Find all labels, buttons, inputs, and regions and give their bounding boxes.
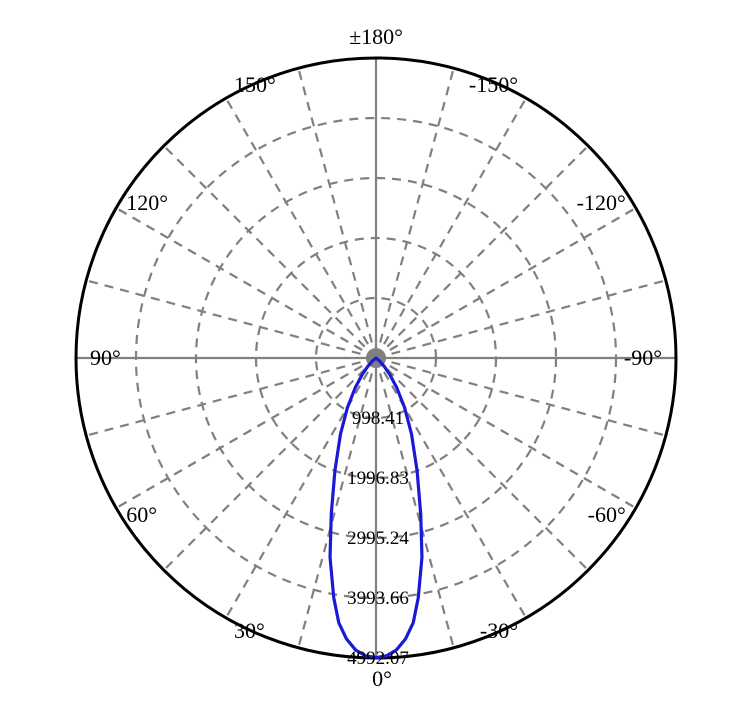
grid-spoke	[116, 358, 376, 508]
grid-spoke	[376, 146, 588, 358]
radial-label: 998.41	[352, 408, 404, 429]
radial-label: 1996.83	[347, 468, 409, 489]
angle-label: -60°	[588, 502, 626, 527]
angle-label: -120°	[577, 190, 626, 215]
angle-label: 60°	[126, 502, 157, 527]
grid-spoke	[376, 98, 526, 358]
angle-label: -30°	[480, 618, 518, 643]
radial-label: 3993.66	[347, 588, 409, 609]
angle-label: -90°	[624, 345, 662, 370]
grid-spoke	[376, 280, 666, 358]
radial-label: 2995.24	[347, 528, 409, 549]
grid-spoke	[376, 68, 454, 358]
grid-spoke	[298, 68, 376, 358]
grid-spoke	[376, 358, 636, 508]
angle-label: 30°	[234, 618, 265, 643]
angle-label: 0°	[372, 666, 392, 691]
angle-label: 90°	[90, 345, 121, 370]
grid-spoke	[164, 358, 376, 570]
grid-spoke	[376, 208, 636, 358]
angle-label: ±180°	[349, 24, 403, 49]
angle-label: 120°	[126, 190, 168, 215]
grid-spoke	[164, 146, 376, 358]
grid-spoke	[86, 280, 376, 358]
angle-label: -150°	[469, 72, 518, 97]
grid-spoke	[86, 358, 376, 436]
radial-label: 4992.07	[347, 648, 409, 669]
grid-spoke	[226, 98, 376, 358]
polar-chart: ±180° 150° 120° 90° 60° 30° 0° -30° -60° -90° -120…	[0, 0, 752, 716]
angle-label: 150°	[234, 72, 276, 97]
grid-spoke	[116, 208, 376, 358]
grid-spoke	[376, 358, 666, 436]
